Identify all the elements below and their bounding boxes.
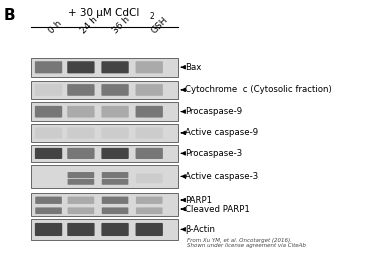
- Text: 24 h: 24 h: [79, 15, 99, 36]
- Text: 0 h: 0 h: [47, 19, 63, 36]
- FancyBboxPatch shape: [35, 106, 62, 118]
- FancyBboxPatch shape: [102, 127, 129, 138]
- FancyBboxPatch shape: [35, 84, 62, 96]
- FancyBboxPatch shape: [102, 179, 128, 185]
- FancyBboxPatch shape: [136, 174, 163, 183]
- FancyBboxPatch shape: [31, 124, 178, 142]
- FancyBboxPatch shape: [67, 84, 95, 96]
- Text: β-Actin: β-Actin: [185, 225, 215, 234]
- FancyBboxPatch shape: [102, 148, 129, 159]
- FancyBboxPatch shape: [35, 127, 62, 138]
- FancyBboxPatch shape: [67, 106, 95, 118]
- FancyBboxPatch shape: [102, 223, 129, 236]
- FancyBboxPatch shape: [135, 127, 163, 138]
- FancyBboxPatch shape: [135, 106, 163, 118]
- FancyBboxPatch shape: [136, 197, 163, 204]
- FancyBboxPatch shape: [67, 127, 95, 138]
- FancyBboxPatch shape: [68, 179, 94, 185]
- FancyBboxPatch shape: [35, 197, 62, 204]
- Text: PARP1: PARP1: [185, 196, 212, 205]
- Text: Cleaved PARP1: Cleaved PARP1: [185, 205, 250, 214]
- FancyBboxPatch shape: [31, 193, 178, 216]
- FancyBboxPatch shape: [68, 197, 94, 204]
- FancyBboxPatch shape: [31, 81, 178, 99]
- FancyBboxPatch shape: [102, 84, 129, 96]
- FancyBboxPatch shape: [35, 207, 62, 214]
- FancyBboxPatch shape: [68, 207, 94, 214]
- Text: 2: 2: [149, 12, 154, 20]
- FancyBboxPatch shape: [31, 145, 178, 162]
- Text: Active caspase-9: Active caspase-9: [185, 128, 258, 137]
- Text: GSH: GSH: [149, 16, 169, 36]
- FancyBboxPatch shape: [31, 102, 178, 121]
- FancyBboxPatch shape: [102, 172, 128, 178]
- FancyBboxPatch shape: [135, 148, 163, 159]
- FancyBboxPatch shape: [31, 58, 178, 77]
- FancyBboxPatch shape: [102, 207, 128, 214]
- FancyBboxPatch shape: [135, 61, 163, 73]
- Text: 36 h: 36 h: [112, 15, 132, 36]
- Text: Procaspase-9: Procaspase-9: [185, 107, 242, 116]
- FancyBboxPatch shape: [68, 172, 94, 178]
- FancyBboxPatch shape: [31, 219, 178, 240]
- FancyBboxPatch shape: [102, 61, 129, 73]
- FancyBboxPatch shape: [35, 223, 62, 236]
- Text: Active caspase-3: Active caspase-3: [185, 172, 258, 181]
- FancyBboxPatch shape: [135, 223, 163, 236]
- Text: + 30 μM CdCl: + 30 μM CdCl: [68, 8, 140, 18]
- FancyBboxPatch shape: [102, 106, 129, 118]
- Text: From Xu YM, et al. Oncotarget (2016).
Shown under license agreement via CiteAb: From Xu YM, et al. Oncotarget (2016). Sh…: [187, 238, 306, 248]
- FancyBboxPatch shape: [31, 165, 178, 188]
- Text: B: B: [4, 8, 15, 23]
- FancyBboxPatch shape: [35, 61, 62, 73]
- Text: Bax: Bax: [185, 63, 202, 72]
- FancyBboxPatch shape: [135, 84, 163, 96]
- Text: Cytochrome  c (Cytosolic fraction): Cytochrome c (Cytosolic fraction): [185, 85, 332, 94]
- FancyBboxPatch shape: [67, 148, 95, 159]
- FancyBboxPatch shape: [102, 197, 128, 204]
- FancyBboxPatch shape: [67, 223, 95, 236]
- FancyBboxPatch shape: [35, 148, 62, 159]
- FancyBboxPatch shape: [67, 61, 95, 73]
- Text: Procaspase-3: Procaspase-3: [185, 149, 243, 158]
- FancyBboxPatch shape: [136, 207, 163, 214]
